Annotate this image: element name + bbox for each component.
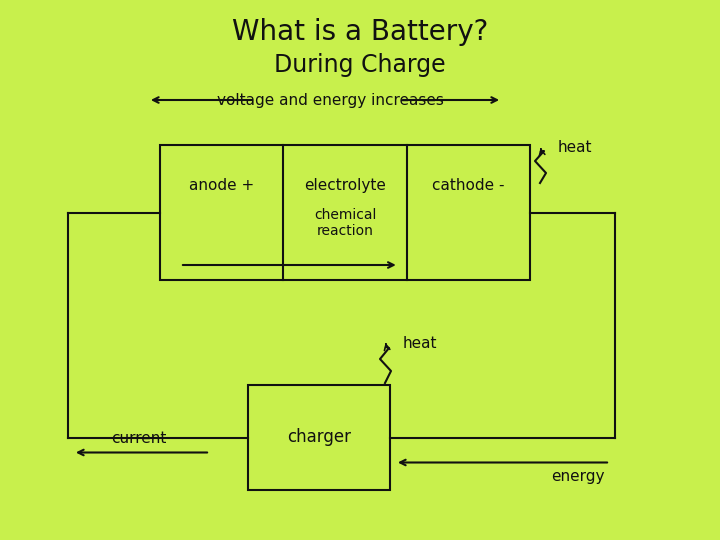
Text: anode +: anode + (189, 178, 254, 193)
Bar (160, 145, 530, 280)
Text: charger: charger (287, 429, 351, 447)
Text: heat: heat (403, 335, 438, 350)
Text: chemical
reaction: chemical reaction (314, 208, 376, 238)
Text: electrolyte: electrolyte (304, 178, 386, 193)
Bar (248, 385, 390, 490)
Text: During Charge: During Charge (274, 53, 446, 77)
Text: heat: heat (558, 139, 593, 154)
Text: cathode -: cathode - (432, 178, 505, 193)
Text: What is a Battery?: What is a Battery? (232, 18, 488, 46)
Text: current: current (112, 431, 167, 446)
Text: energy: energy (552, 469, 605, 484)
Text: voltage and energy increases: voltage and energy increases (217, 92, 444, 107)
